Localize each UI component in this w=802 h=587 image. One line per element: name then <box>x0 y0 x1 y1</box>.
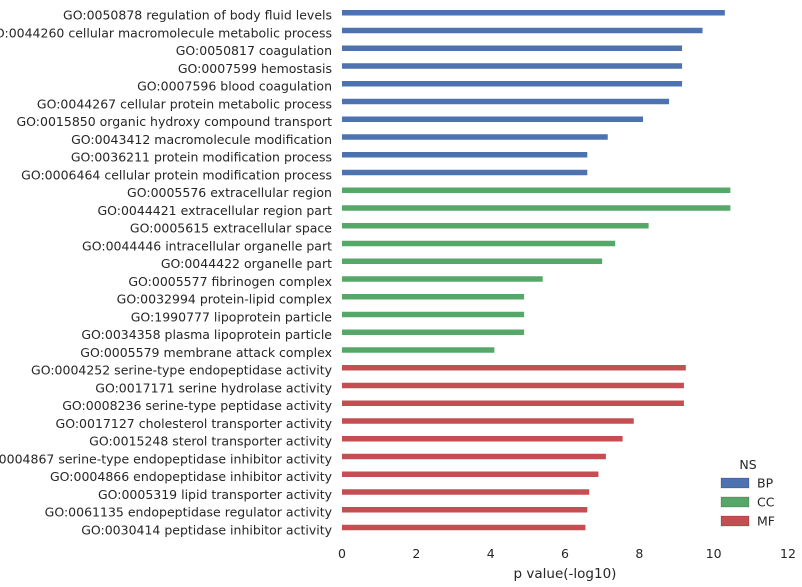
category-label: GO:1990777 lipoprotein particle <box>131 309 333 324</box>
category-label: GO:0030414 peptidase inhibitor activity <box>81 522 332 537</box>
bar-cc <box>342 258 603 264</box>
x-tick-label: 2 <box>412 546 420 561</box>
category-label: GO:0007596 blood coagulation <box>137 79 332 94</box>
x-tick-label: 10 <box>706 546 722 561</box>
bar-cc <box>342 329 525 335</box>
bar-mf <box>342 489 590 495</box>
bar-cc <box>342 205 731 211</box>
bar-bp <box>342 27 703 34</box>
bar-cc <box>342 187 731 193</box>
legend-title: NS <box>739 457 756 472</box>
bar-mf <box>342 400 684 406</box>
x-axis-title: p value(-log10) <box>514 566 617 582</box>
category-label: GO:0005576 extracellular region <box>127 185 332 200</box>
bar-mf <box>342 382 684 389</box>
legend-swatch-bp <box>720 477 750 489</box>
legend-label-bp: BP <box>757 476 774 491</box>
legend-swatch-cc <box>720 496 750 508</box>
bar-mf <box>342 507 588 513</box>
category-label: GO:0044260 cellular macromolecule metabo… <box>0 25 332 40</box>
legend-swatch-mf <box>720 515 750 527</box>
category-label: GO:0005577 fibrinogen complex <box>128 274 332 289</box>
bar-bp <box>342 169 588 176</box>
legend-items: BP CC MF <box>720 476 775 529</box>
category-label: GO:0004867 serine-type endopeptidase inh… <box>0 451 333 466</box>
category-label: GO:0032994 protein-lipid complex <box>117 292 332 307</box>
bars-layer <box>342 10 731 531</box>
category-label: GO:0044446 intracellular organelle part <box>82 238 332 253</box>
category-label: GO:0005615 extracellular space <box>130 221 332 236</box>
category-label: GO:0015248 sterol transporter activity <box>89 434 332 449</box>
x-tick-label: 12 <box>780 546 796 561</box>
x-tick-label: 0 <box>338 546 346 561</box>
bar-mf <box>342 436 623 442</box>
bar-mf <box>342 418 634 424</box>
x-tick-label: 6 <box>561 546 569 561</box>
category-label: GO:0044267 cellular protein metabolic pr… <box>37 96 332 111</box>
legend-label-mf: MF <box>757 514 775 529</box>
x-axis: 0 2 4 6 8 10 12 <box>338 546 796 561</box>
bar-cc <box>342 311 525 318</box>
legend-label-cc: CC <box>757 495 775 510</box>
category-label: GO:0036211 protein modification process <box>71 150 332 165</box>
bar-bp <box>342 98 670 105</box>
bar-bp <box>342 134 608 140</box>
bar-mf <box>342 453 606 460</box>
category-label: GO:0015850 organic hydroxy compound tran… <box>16 114 332 129</box>
bar-cc <box>342 294 525 300</box>
bar-cc <box>342 347 495 353</box>
category-label: GO:0044421 extracellular region part <box>97 203 332 218</box>
bar-bp <box>342 152 588 158</box>
category-label: GO:0050817 coagulation <box>176 43 332 58</box>
legend: NS BP CC MF <box>720 457 775 529</box>
bar-bp <box>342 63 683 69</box>
x-tick-label: 4 <box>487 546 495 561</box>
bar-bp <box>342 45 683 51</box>
category-label: GO:0007599 hemostasis <box>178 61 332 76</box>
category-label: GO:0044422 organelle part <box>161 256 332 271</box>
category-label: GO:0004866 endopeptidase inhibitor activ… <box>50 469 333 484</box>
category-label: GO:0043412 macromolecule modification <box>71 132 332 147</box>
category-labels: GO:0050878 regulation of body fluid leve… <box>0 8 333 538</box>
bar-mf <box>342 471 599 477</box>
category-label: GO:0034358 plasma lipoprotein particle <box>81 327 332 342</box>
category-label: GO:0004252 serine-type endopeptidase act… <box>31 363 333 378</box>
category-label: GO:0017171 serine hydrolase activity <box>95 380 332 395</box>
category-label: GO:0050878 regulation of body fluid leve… <box>63 8 332 23</box>
x-tick-label: 8 <box>635 546 643 561</box>
category-label: GO:0017127 cholesterol transporter activ… <box>56 416 333 431</box>
category-label: GO:0006464 cellular protein modification… <box>21 167 332 182</box>
bar-cc <box>342 276 543 282</box>
category-label: GO:0005319 lipid transporter activity <box>98 487 333 502</box>
bar-mf <box>342 365 686 371</box>
bar-mf <box>342 524 586 531</box>
bar-bp <box>342 81 683 87</box>
bar-cc <box>342 240 616 247</box>
category-label: GO:0005579 membrane attack complex <box>80 345 332 360</box>
category-label: GO:0061135 endopeptidase regulator activ… <box>45 505 333 520</box>
bar-bp <box>342 116 644 122</box>
category-label: GO:0008236 serine-type peptidase activit… <box>62 398 332 413</box>
bar-bp <box>342 10 725 16</box>
bar-cc <box>342 223 649 229</box>
